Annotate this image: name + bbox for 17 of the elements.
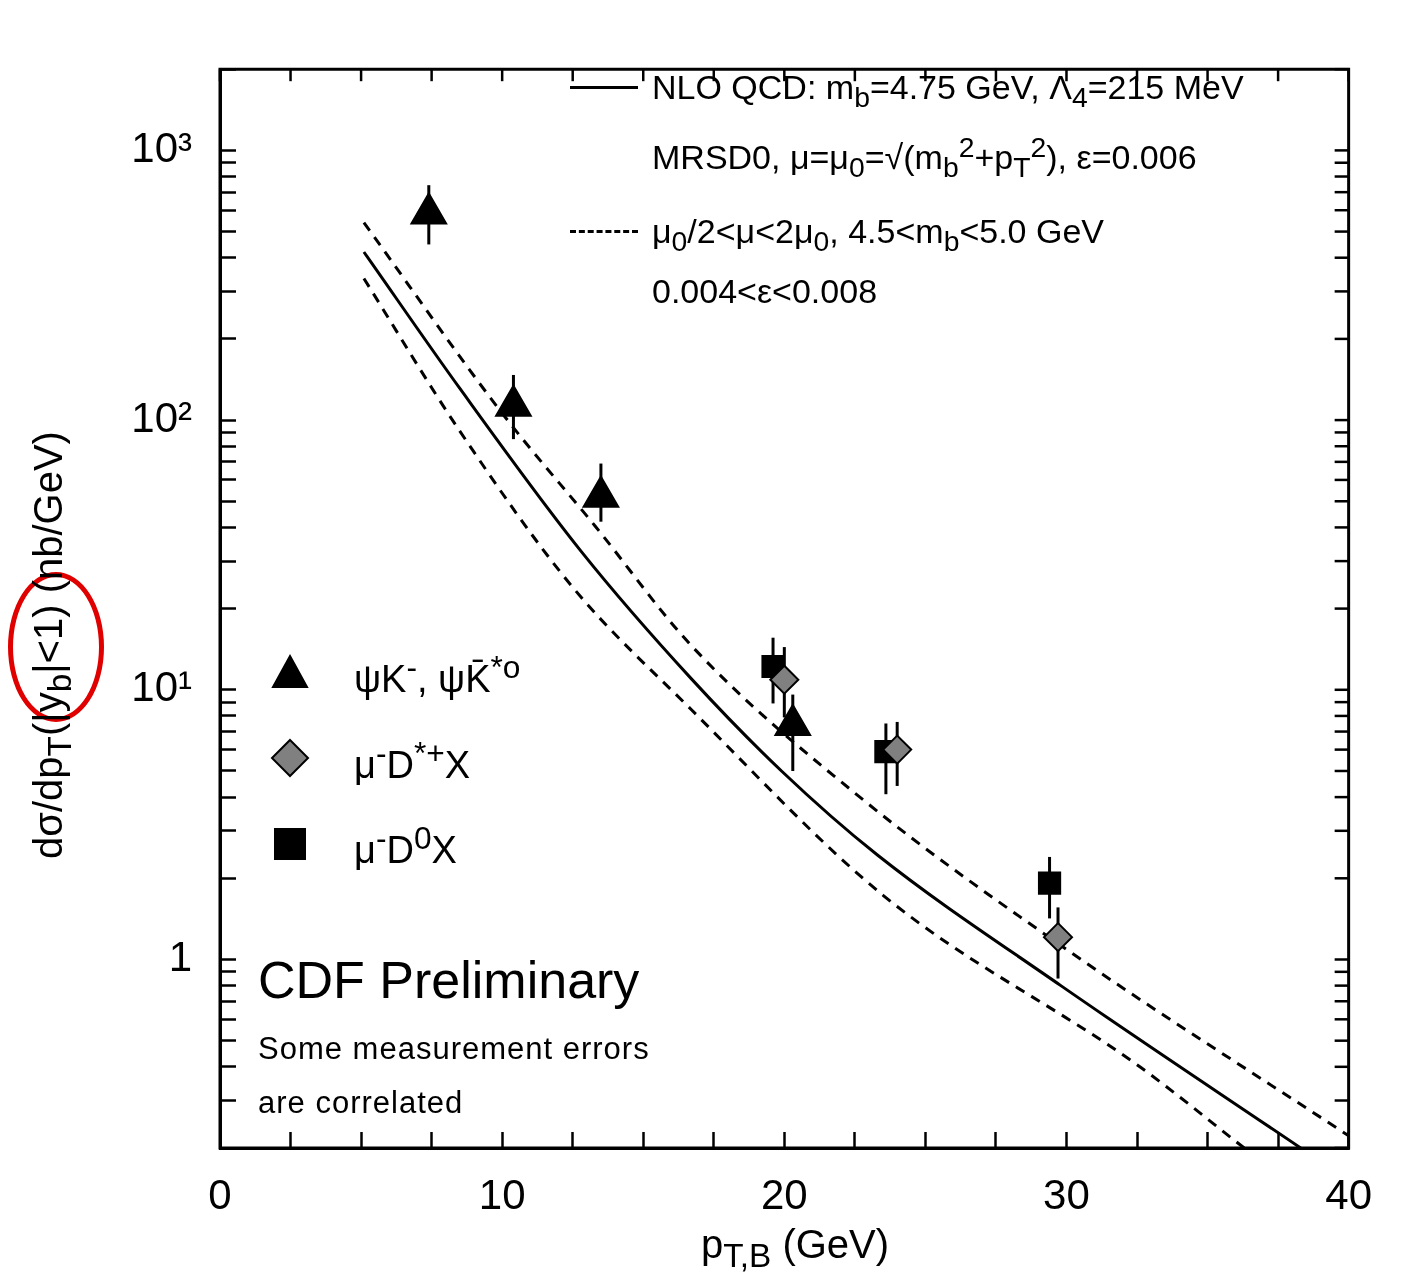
x-tick-label: 30 <box>1043 1170 1090 1218</box>
legend-label: μ$^{-}$D$^{0}$X <box>354 819 457 873</box>
x-tick-label: 10 <box>478 1170 526 1218</box>
text: μ$_{0}$/2<μ<2μ$_{0}$, 4.5<m$_{b}$<5.0 GeV 0.004<ε<0.008 <box>652 211 1104 310</box>
y-tick-label: 1 <box>168 933 192 981</box>
x-tick-label: 20 <box>760 1170 808 1218</box>
text: NLO QCD: m$_{b}$=4.75 GeV, Λ$_{4}$=215 MeV MRSD0, μ=μ$_{0}$=√(m$_{b}$$^{2}$+p$_{T}$$^{2}$), ε=0.006 <box>652 68 1244 183</box>
y-tick-label: 10¹ <box>131 663 193 711</box>
y-tick-label: 10² <box>131 393 193 441</box>
y-tick-label: 10³ <box>131 123 193 171</box>
x-tick-label: 40 <box>1325 1170 1372 1218</box>
x-axis-title: p$_{T,B}$ (GeV) <box>700 1222 890 1275</box>
annotation: Some measurement errors are correlated <box>258 1030 650 1122</box>
x-tick-label: 0 <box>208 1170 232 1218</box>
annotation: CDF Preliminary <box>258 950 640 1010</box>
legend-label: μ$^{-}$D$^{*+}$X <box>354 733 471 788</box>
legend-label: ψK$^{-}$, ψK̄$^{*o}$ <box>354 648 521 702</box>
